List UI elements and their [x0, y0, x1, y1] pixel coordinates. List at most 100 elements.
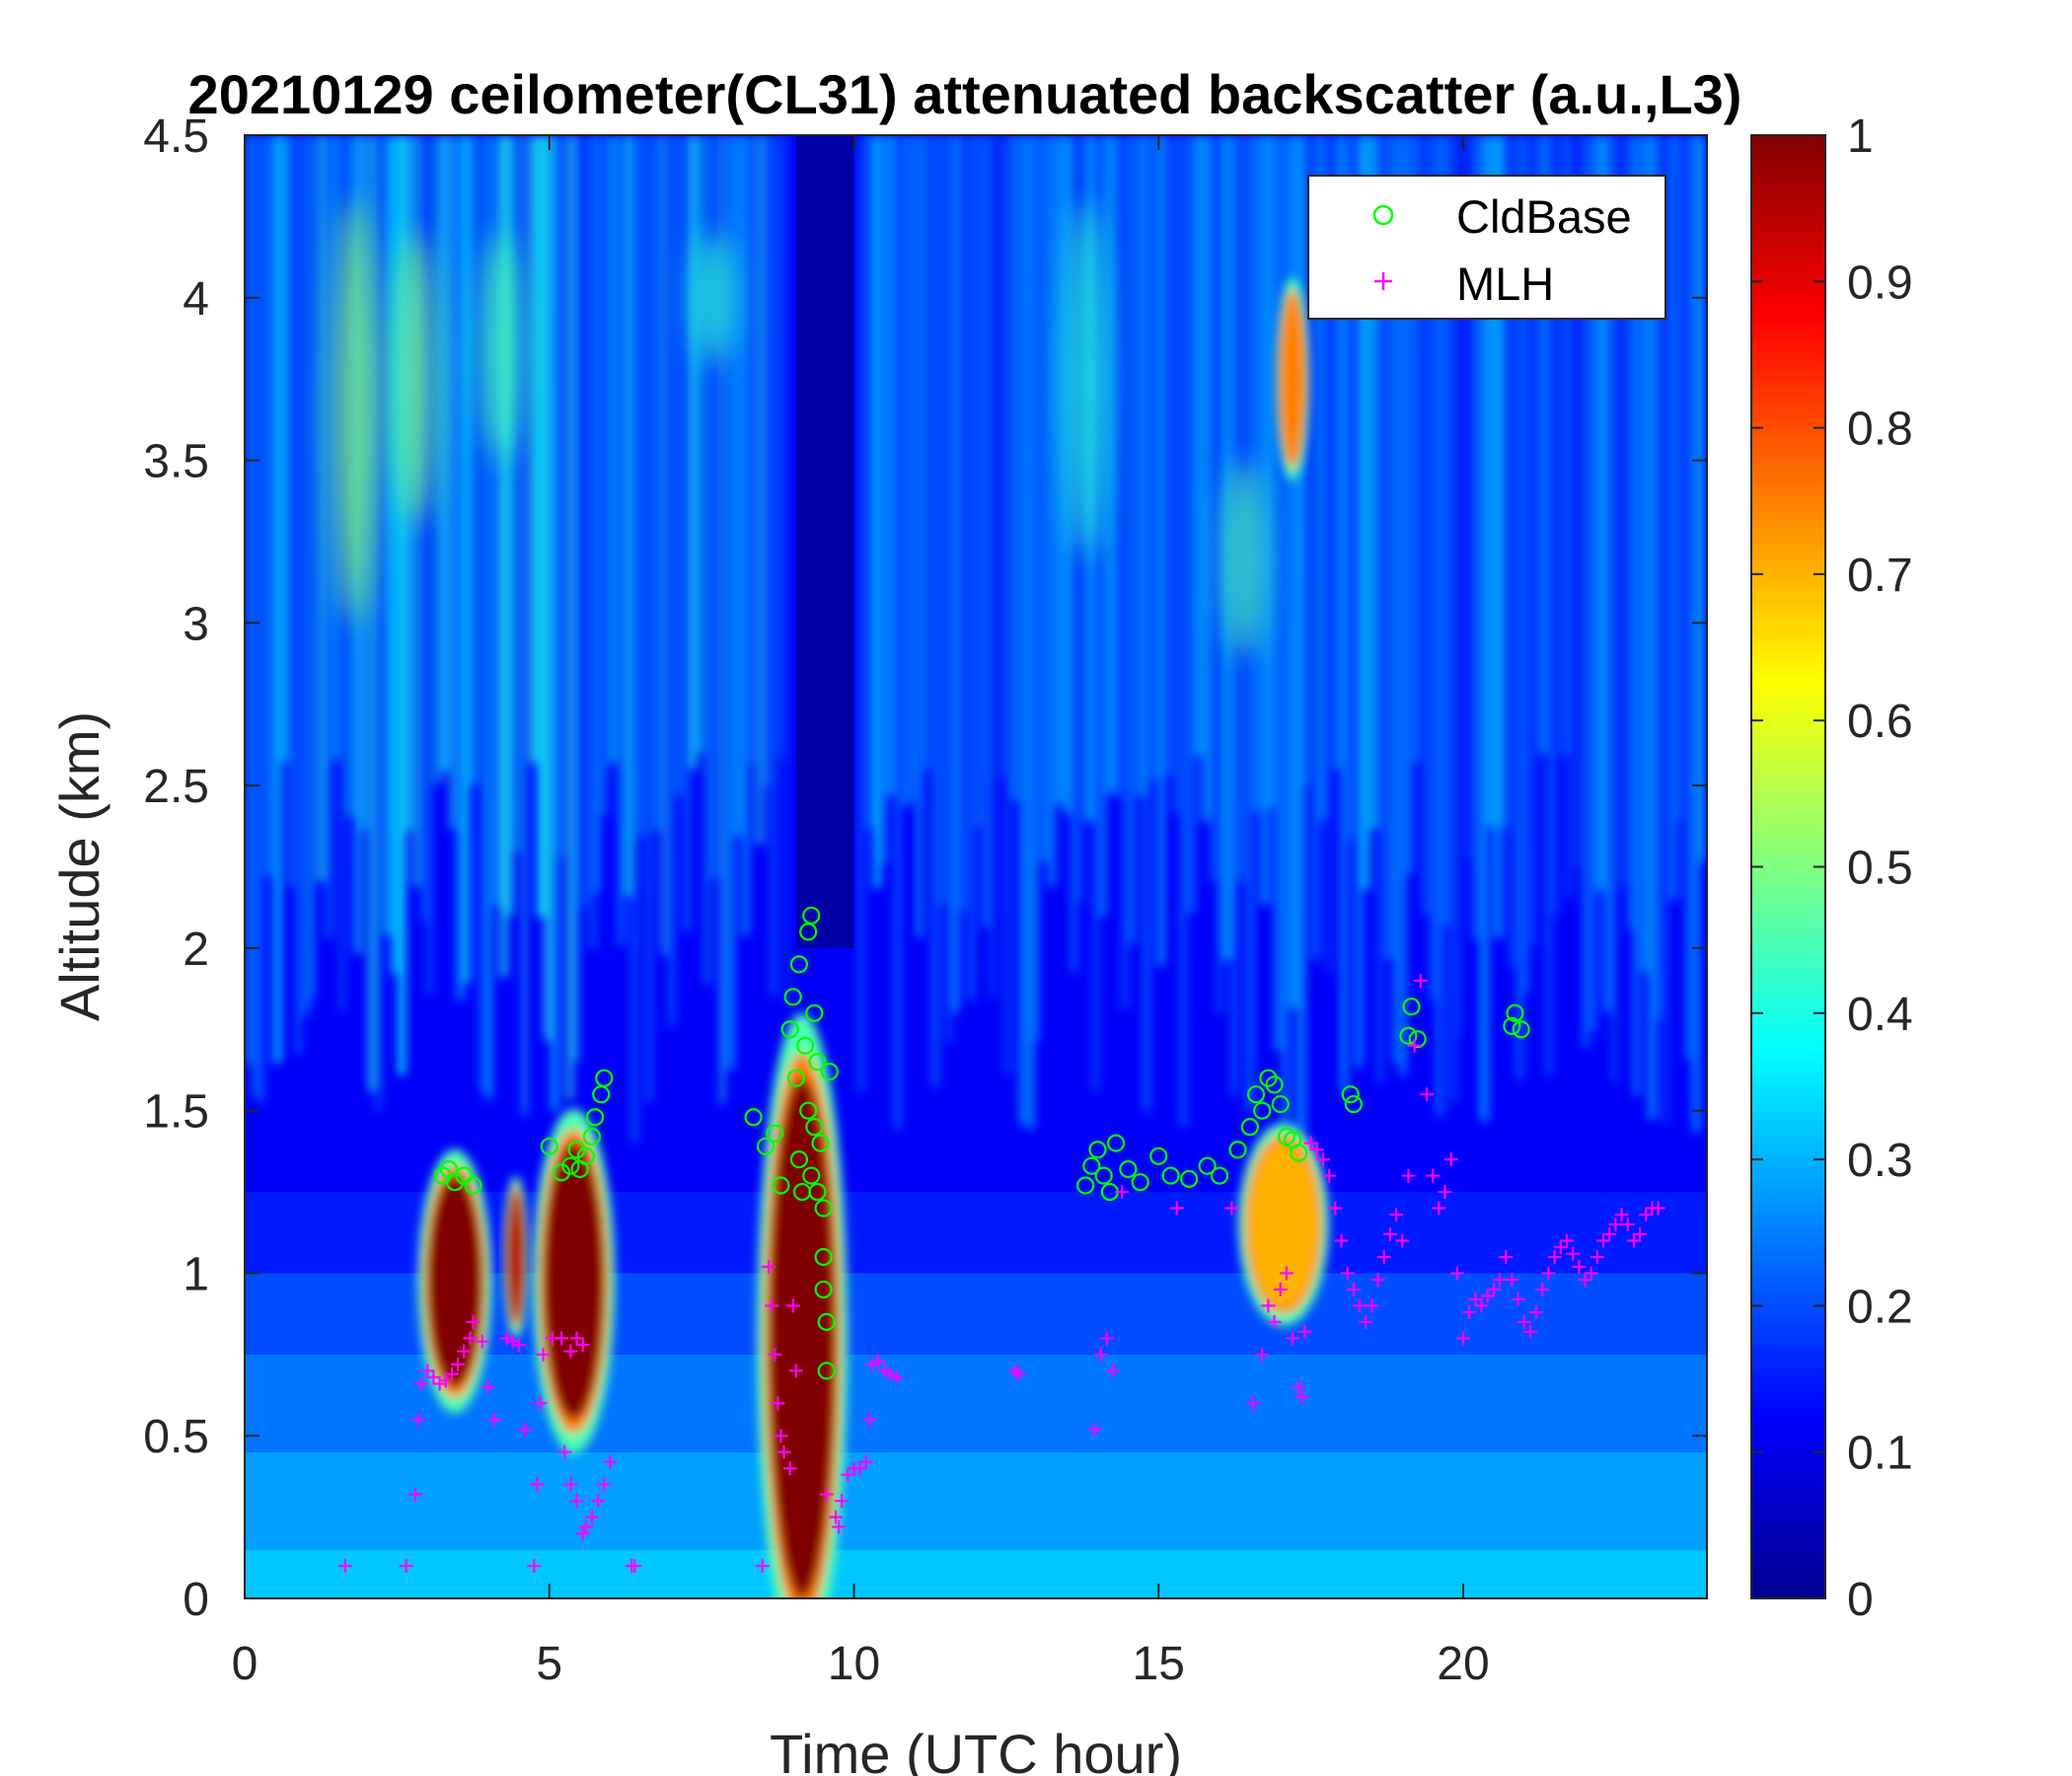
upper-patch [692, 232, 736, 363]
backscatter-streak [1384, 135, 1393, 959]
x-tick-label: 20 [1437, 1638, 1489, 1690]
cldbase-point [1082, 1156, 1101, 1175]
cldbase-point [1240, 1118, 1259, 1137]
cldbase-point [567, 1141, 586, 1159]
backscatter-streak [1407, 135, 1414, 874]
backscatter-streak [1480, 135, 1489, 1122]
mlh-point [584, 1510, 599, 1524]
mlh-point [466, 1314, 481, 1329]
backscatter-streak [1275, 135, 1281, 1052]
mlh-point [1286, 1331, 1300, 1346]
mlh-point [777, 1444, 791, 1459]
mlh-point [1480, 1289, 1495, 1303]
cldbase-point [1076, 1176, 1095, 1195]
mlh-point [877, 1364, 892, 1378]
mlh-point [1432, 1201, 1446, 1216]
mlh-point [555, 1331, 569, 1346]
backscatter-streak [580, 135, 588, 908]
cldbase-point [814, 1199, 833, 1218]
mlh-point [832, 1519, 847, 1534]
mlh-point [1443, 1152, 1458, 1167]
backscatter-streak [245, 135, 252, 1065]
backscatter-streak [691, 135, 698, 770]
mlh-point [1309, 1143, 1324, 1157]
backscatter-streak [1260, 135, 1269, 906]
backscatter-streak [1575, 135, 1580, 869]
backscatter-streak [1049, 135, 1055, 887]
backscatter-streak [1253, 135, 1259, 811]
backscatter-streak [764, 135, 771, 786]
colorbar-tick-label: 0.4 [1847, 989, 1913, 1041]
cldbase-point [1198, 1156, 1217, 1175]
mlh-point [889, 1369, 904, 1384]
mlh-point [1099, 1331, 1114, 1346]
cldbase-point [786, 1069, 805, 1087]
backscatter-streak [310, 135, 315, 999]
mlh-point [1413, 973, 1428, 988]
backscatter-streak [1034, 135, 1039, 1041]
upper-patch [1222, 460, 1266, 656]
haze-band [245, 1549, 1707, 1598]
mlh-point [1493, 1273, 1508, 1288]
mlh-point [1353, 1298, 1368, 1313]
mlh-point [1511, 1292, 1525, 1306]
y-tick-label: 1 [183, 1248, 209, 1300]
mlh-point [1614, 1208, 1629, 1222]
cldbase-point [1253, 1101, 1272, 1120]
y-axis-label: Altitude (km) [48, 711, 111, 1021]
mlh-point [1303, 1136, 1318, 1150]
mlh-point [865, 1357, 880, 1371]
colorbar-tick-label: 0.8 [1847, 404, 1913, 456]
cldbase-point [783, 988, 802, 1006]
cldbase-point [789, 1149, 809, 1169]
backscatter-streak [1502, 135, 1507, 828]
y-tick-label: 2.5 [143, 761, 209, 813]
backscatter-streak [1319, 135, 1326, 821]
mlh-point [1334, 1233, 1349, 1248]
backscatter-streak [1596, 135, 1603, 891]
cldbase-point [1399, 1026, 1418, 1045]
backscatter-streak [1099, 135, 1107, 917]
y-tick-label: 3 [183, 598, 209, 650]
mlh-point [771, 1396, 785, 1411]
mlh-point [1553, 1240, 1568, 1255]
backscatter-streak [1129, 135, 1136, 943]
cldbase-point [585, 1108, 605, 1127]
streak-layer [245, 135, 1706, 1143]
cldbase-point [464, 1176, 482, 1195]
mlh-point [444, 1367, 459, 1381]
mlh-point [828, 1510, 843, 1524]
mlh-point [457, 1344, 472, 1359]
backscatter-streak [1158, 135, 1164, 966]
backscatter-streak [471, 135, 477, 785]
backscatter-streak [1458, 135, 1463, 1037]
cldbase-point [1402, 998, 1421, 1016]
cldbase-point [561, 1156, 580, 1175]
cldbase-point [789, 955, 809, 974]
mlh-point [1093, 1347, 1108, 1362]
y-tick-label: 1.5 [143, 1086, 209, 1139]
mlh-point [1315, 1152, 1330, 1167]
mlh-point [1486, 1282, 1501, 1296]
mlh-point [1462, 1304, 1477, 1319]
cloud-region [1276, 277, 1309, 481]
mlh-point [1376, 1249, 1391, 1264]
backscatter-streak [1450, 135, 1455, 1102]
mlh-point [762, 1259, 777, 1274]
mlh-point [597, 1477, 612, 1492]
clear-gap [795, 135, 854, 948]
mlh-point [518, 1422, 533, 1437]
mlh-point [841, 1467, 855, 1482]
backscatter-streak [610, 135, 616, 764]
cldbase-point [1149, 1147, 1168, 1165]
backscatter-streak [998, 135, 1004, 778]
backscatter-streak [953, 135, 959, 1012]
legend-cldbase-label: CldBase [1456, 190, 1632, 243]
backscatter-streak [1210, 135, 1217, 881]
backscatter-streak [1334, 135, 1340, 771]
backscatter-streak [1217, 135, 1223, 1014]
mlh-point [1359, 1314, 1373, 1329]
mlh-point [1370, 1273, 1385, 1288]
mlh-point [1224, 1201, 1239, 1216]
backscatter-streak [676, 135, 682, 795]
